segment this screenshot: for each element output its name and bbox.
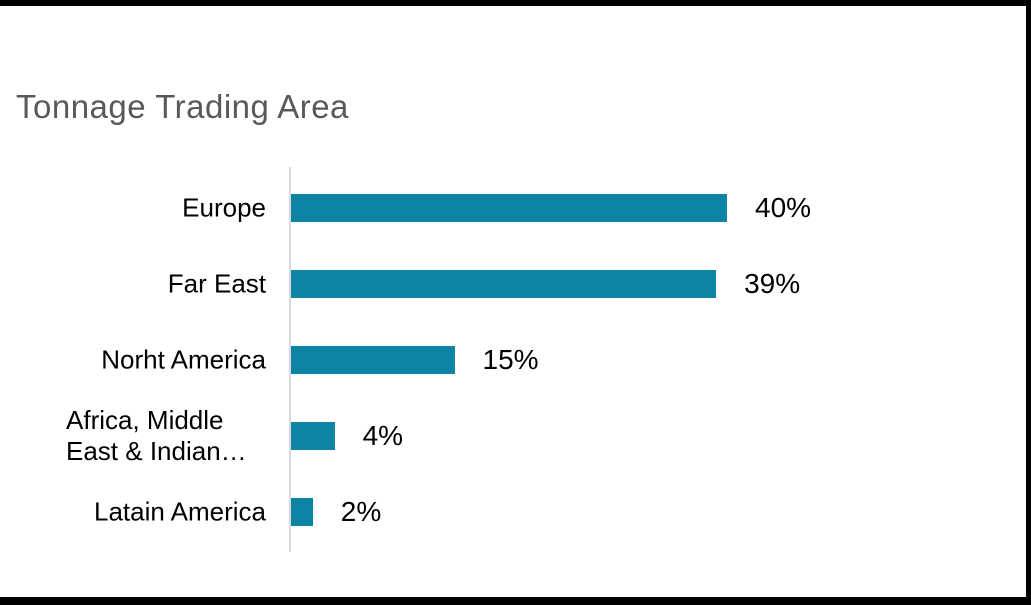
category-label: Norht America xyxy=(101,344,266,375)
bar-chart-plot-area: Europe 40% Far East 39% Norht America 15… xyxy=(0,6,1026,597)
value-label: 4% xyxy=(362,419,404,451)
category-label: Far East xyxy=(167,268,266,299)
bar-row: Far East 39% xyxy=(0,246,1026,322)
category-label: Europe xyxy=(182,192,266,223)
category-label: Latain America xyxy=(94,496,266,527)
category-label: Africa, Middle East & Indian… xyxy=(66,404,247,466)
bar-row: Europe 40% xyxy=(0,170,1026,246)
bar-row: Africa, Middle East & Indian… 4% xyxy=(0,398,1026,474)
bar-row: Latain America 2% xyxy=(0,474,1026,550)
chart-title: Tonnage Trading Area xyxy=(16,88,349,125)
bar xyxy=(291,421,335,450)
bar xyxy=(291,345,455,374)
value-label: 39% xyxy=(744,267,801,299)
value-label: 40% xyxy=(755,192,812,223)
bar xyxy=(291,497,313,526)
category-axis-line xyxy=(289,167,291,552)
bar xyxy=(291,269,717,298)
value-label: 2% xyxy=(340,495,382,527)
bar-row: Norht America 15% xyxy=(0,322,1026,398)
value-label: 15% xyxy=(482,343,539,375)
bar xyxy=(291,194,727,222)
